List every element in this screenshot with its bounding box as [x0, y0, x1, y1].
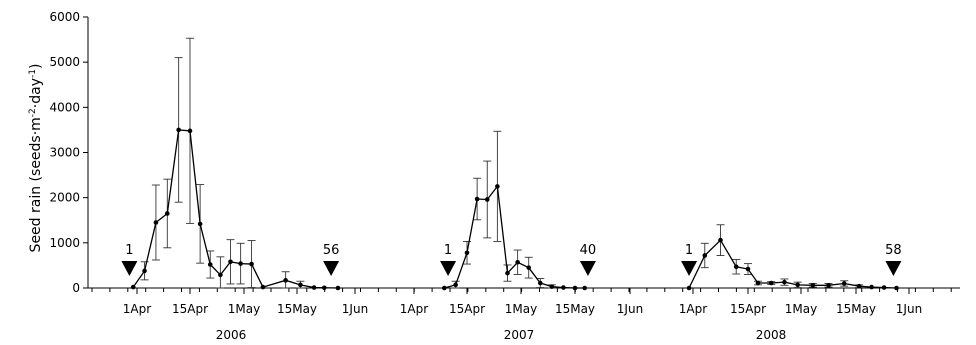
data-point [841, 281, 847, 286]
series-line-2008 [688, 239, 897, 289]
data-point [505, 270, 510, 276]
marker-triangle [885, 261, 902, 276]
data-point [718, 237, 723, 243]
x-tick-label: 1Apr [400, 302, 428, 316]
data-point [856, 283, 862, 289]
data-point [768, 280, 774, 286]
y-tick-label: 0 [72, 281, 80, 295]
data-point [142, 268, 147, 274]
data-point [321, 285, 327, 291]
data-point [130, 284, 136, 290]
marker-label: 40 [580, 243, 597, 258]
axes: 0 1000 2000 3000 4000 5000 6000 [49, 10, 960, 295]
marker-label: 1 [444, 243, 452, 258]
data-point [810, 282, 816, 288]
x-tick-label: 15May [836, 302, 876, 316]
data-point [686, 285, 692, 291]
data-point [197, 221, 203, 227]
plot-area: 1Apr 15Apr 1May 15May 1Jun 2006 1 56 1Apr 15Apr 1M… [121, 37, 922, 342]
x-tick-label: 1Apr [679, 302, 707, 316]
x-tick-label: 15Apr [730, 302, 766, 316]
x-tick-label: 15Apr [449, 302, 485, 316]
y-tick-label: 5000 [49, 55, 80, 69]
data-point [298, 282, 303, 288]
data-point [187, 128, 193, 134]
data-point [826, 282, 831, 288]
data-point [453, 282, 458, 288]
x-tick-label: 1May [785, 302, 817, 316]
series-line-2007 [444, 184, 585, 289]
x-tick-label: 1Jun [896, 302, 922, 316]
panel-2008: 1Apr 15Apr 1May 15May 1Jun 2008 1 58 [679, 224, 922, 342]
data-point [249, 261, 254, 267]
marker-triangle [681, 261, 698, 276]
data-point [228, 259, 233, 265]
data-point [311, 285, 317, 290]
data-point [164, 211, 170, 216]
x-tick-label: 15May [555, 302, 595, 316]
marker-triangle [440, 261, 457, 276]
data-point [745, 266, 751, 272]
data-point [869, 284, 874, 290]
data-point [283, 278, 288, 283]
marker-label: 56 [323, 243, 340, 258]
year-label: 2008 [756, 328, 787, 342]
x-tick-label: 1May [228, 302, 260, 316]
data-point [537, 280, 543, 286]
data-point [549, 284, 555, 289]
y-tick-label: 1000 [49, 236, 80, 250]
y-axis-label: Seed rain (seeds·m-2·day-1) [28, 64, 44, 253]
marker-label: 1 [685, 243, 693, 258]
x-tick-label: 1May [505, 302, 537, 316]
marker-triangle [323, 261, 340, 276]
year-label: 2006 [216, 328, 247, 342]
data-point [881, 285, 887, 290]
data-point [582, 285, 588, 291]
data-point [894, 285, 899, 291]
data-point [441, 285, 447, 291]
x-tick-label: 1Jun [617, 302, 643, 316]
data-point [561, 285, 566, 290]
y-tick-label: 3000 [49, 146, 80, 160]
x-tick-label: 1Jun [342, 302, 368, 316]
data-point [702, 253, 708, 258]
x-tick-label: 15May [277, 302, 317, 316]
data-point [526, 265, 532, 270]
y-tick-label: 6000 [49, 10, 80, 24]
panel-2006: 1Apr 15Apr 1May 15May 1Jun 2006 1 56 [121, 37, 368, 342]
series-line-2006 [132, 129, 338, 289]
data-point [474, 196, 480, 202]
y-tick-label: 4000 [49, 100, 80, 114]
marker-triangle [121, 261, 138, 276]
data-point [153, 220, 159, 225]
data-point [495, 184, 500, 189]
data-point [207, 262, 213, 267]
data-point [260, 284, 266, 290]
data-point [238, 261, 243, 266]
marker-label: 1 [125, 243, 133, 258]
data-point [782, 279, 787, 285]
marker-label: 58 [885, 243, 902, 258]
data-point [755, 280, 761, 286]
panel-2007: 1Apr 15Apr 1May 15May 1Jun 2007 1 40 [400, 130, 643, 342]
data-point [515, 259, 520, 265]
data-point [572, 285, 578, 291]
x-tick-label: 1Apr [123, 302, 151, 316]
data-point [335, 285, 341, 291]
marker-triangle [579, 261, 596, 276]
y-tick-label: 2000 [49, 191, 80, 205]
year-label: 2007 [504, 328, 535, 342]
data-point [733, 264, 739, 270]
data-point [795, 282, 800, 288]
data-point [484, 197, 490, 202]
x-tick-label: 15Apr [172, 302, 208, 316]
data-point [218, 272, 223, 278]
data-point [464, 250, 470, 256]
data-point [176, 127, 181, 133]
